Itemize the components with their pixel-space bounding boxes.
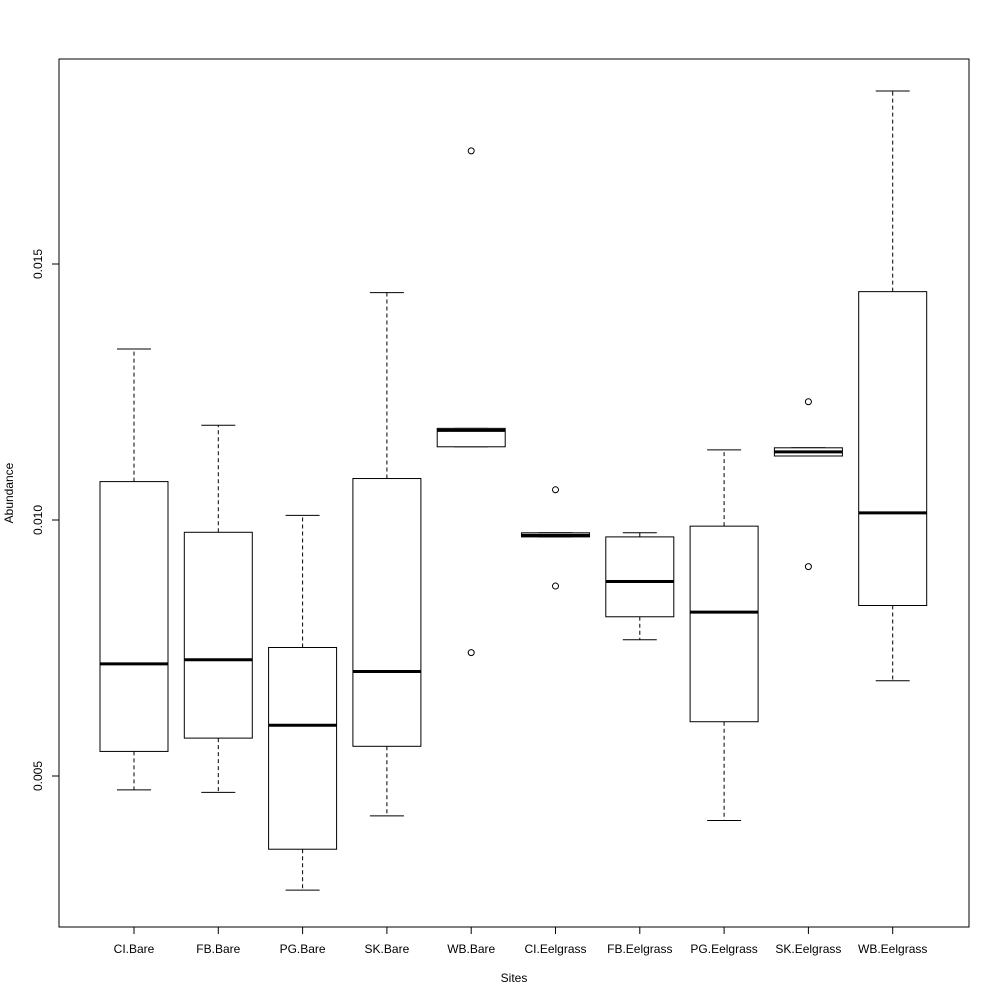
- box-group: [183, 424, 253, 793]
- box-group: [858, 90, 928, 682]
- x-axis-title: Sites: [501, 971, 528, 985]
- iqr-box: [689, 525, 759, 723]
- outlier-point: [552, 486, 559, 494]
- x-tick-label: SK.Eelgrass: [775, 942, 841, 956]
- iqr-box: [436, 427, 506, 448]
- iqr-box: [858, 291, 928, 607]
- x-tick-label: PG.Bare: [280, 942, 326, 956]
- iqr-box: [183, 531, 253, 739]
- y-tick-label: 0.010: [31, 505, 45, 535]
- x-tick-label: SK.Bare: [365, 942, 410, 956]
- boxes-layer: [99, 90, 928, 891]
- box-group: [605, 532, 675, 641]
- box-group: [99, 348, 169, 791]
- x-tick-label: PG.Eelgrass: [690, 942, 757, 956]
- outlier-point: [467, 147, 475, 155]
- y-tick-label: 0.015: [31, 249, 45, 279]
- outlier-point: [467, 649, 475, 657]
- box-group: [352, 292, 422, 817]
- x-tick-label: CI.Eelgrass: [524, 942, 586, 956]
- box-group: [436, 147, 506, 657]
- x-tick-label: FB.Eelgrass: [607, 942, 672, 956]
- outlier-point: [804, 563, 812, 571]
- iqr-box: [352, 478, 422, 747]
- y-axis-title: Abundance: [2, 462, 16, 523]
- x-axis: CI.Bare FB.Bare PG.Bare SK.Bare WB.Bare CI.Ee…: [114, 927, 927, 956]
- box-group: [773, 398, 843, 571]
- iqr-box: [99, 481, 169, 752]
- outlier-point: [552, 582, 559, 590]
- x-tick-label: FB.Bare: [196, 942, 240, 956]
- box-group: [268, 514, 338, 891]
- y-tick-label: 0.005: [31, 761, 45, 791]
- x-tick-label: WB.Eelgrass: [858, 942, 927, 956]
- outlier-point: [804, 398, 812, 406]
- x-tick-label: CI.Bare: [114, 942, 155, 956]
- iqr-box: [268, 646, 338, 850]
- x-tick-label: WB.Bare: [447, 942, 495, 956]
- y-axis: 0.005 0.010 0.015: [31, 249, 59, 791]
- box-group: [689, 449, 759, 822]
- box-group: [521, 486, 590, 590]
- iqr-box: [605, 536, 675, 618]
- plot-frame: [58, 58, 970, 928]
